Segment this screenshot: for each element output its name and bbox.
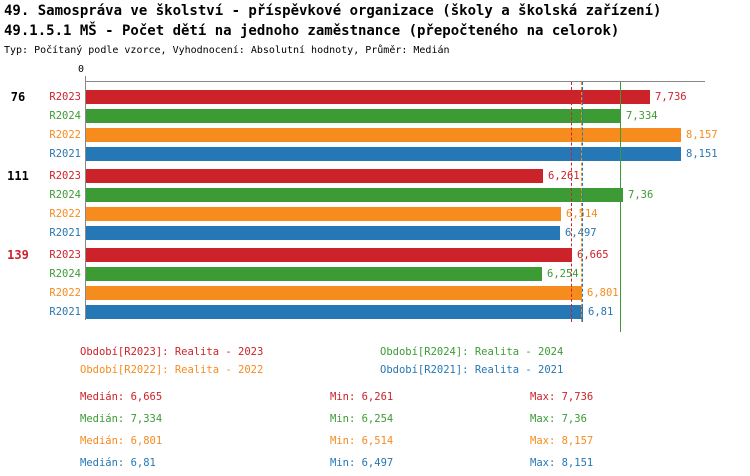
median-value: Medián: 6,665 [80, 391, 163, 403]
stats-row-r2024: Medián: 7,334 Min: 6,254 Max: 7,36 [0, 413, 750, 427]
max-value: Max: 7,736 [530, 391, 594, 403]
median-line-r2023 [571, 82, 572, 322]
bar-value-label: 7,736 [655, 91, 687, 103]
series-row-label: R2023 [49, 249, 81, 261]
group-label: 139 [7, 248, 29, 262]
series-row-label: R2024 [49, 110, 81, 122]
bar-value-label: 6,801 [587, 287, 619, 299]
series-row-label: R2021 [49, 306, 81, 318]
bar-r2024 [86, 267, 542, 281]
min-value: Min: 6,514 [330, 435, 394, 447]
bar-r2023 [86, 248, 572, 262]
median-line-r2021 [582, 82, 583, 322]
series-row-label: R2023 [49, 170, 81, 182]
bar-r2024 [86, 188, 623, 202]
bar-value-label: 6,254 [547, 268, 579, 280]
bar-chart: 0 76 R2023 7,736 R2024 7,334 R2022 8,157 R2021 8… [7, 64, 718, 332]
bar-r2022 [86, 286, 582, 300]
median-value: Medián: 6,81 [80, 457, 156, 469]
legend-item-r2021: Období[R2021]: Realita - 2021 [380, 364, 564, 376]
chart-title: 49.1.5.1 MŠ - Počet dětí na jednoho zamě… [4, 23, 620, 39]
bar-value-label: 6,261 [548, 170, 580, 182]
median-line-r2024 [620, 82, 621, 332]
median-line-r2022 [581, 82, 582, 322]
x-axis-tick [85, 76, 86, 81]
series-row-label: R2024 [49, 268, 81, 280]
bar-r2022 [86, 207, 561, 221]
chart-subtitle: Typ: Počítaný podle vzorce, Vyhodnocení:… [4, 45, 450, 56]
bar-r2021 [86, 305, 583, 319]
max-value: Max: 8,151 [530, 457, 594, 469]
bar-value-label: 8,151 [686, 148, 718, 160]
series-row-label: R2021 [49, 148, 81, 160]
bar-r2023 [86, 169, 543, 183]
max-value: Max: 8,157 [530, 435, 594, 447]
bar-r2024 [86, 109, 621, 123]
median-value: Medián: 6,801 [80, 435, 163, 447]
bar-value-label: 7,334 [626, 110, 658, 122]
min-value: Min: 6,261 [330, 391, 394, 403]
legend-item-r2022: Období[R2022]: Realita - 2022 [80, 364, 264, 376]
group-label: 111 [7, 169, 29, 183]
legend-item-r2024: Období[R2024]: Realita - 2024 [380, 346, 564, 358]
series-row-label: R2023 [49, 91, 81, 103]
bar-value-label: 8,157 [686, 129, 718, 141]
series-row-label: R2021 [49, 227, 81, 239]
y-axis-line [85, 81, 86, 320]
bar-value-label: 7,36 [628, 189, 654, 201]
x-axis-origin-label: 0 [77, 64, 84, 75]
stats-row-r2022: Medián: 6,801 Min: 6,514 Max: 8,157 [0, 435, 750, 449]
median-value: Medián: 7,334 [80, 413, 163, 425]
bar-r2021 [86, 226, 560, 240]
bar-value-label: 6,81 [588, 306, 614, 318]
series-row-label: R2022 [49, 129, 81, 141]
bar-r2021 [86, 147, 681, 161]
x-axis-line [85, 81, 705, 82]
series-row-label: R2024 [49, 189, 81, 201]
legend-item-r2023: Období[R2023]: Realita - 2023 [80, 346, 264, 358]
bar-value-label: 6,665 [577, 249, 609, 261]
min-value: Min: 6,254 [330, 413, 394, 425]
series-row-label: R2022 [49, 208, 81, 220]
series-row-label: R2022 [49, 287, 81, 299]
stats-row-r2021: Medián: 6,81 Min: 6,497 Max: 8,151 [0, 457, 750, 471]
max-value: Max: 7,36 [530, 413, 587, 425]
stats-row-r2023: Medián: 6,665 Min: 6,261 Max: 7,736 [0, 391, 750, 405]
bar-r2023 [86, 90, 650, 104]
report-title: 49. Samospráva ve školství - příspěvkové… [4, 3, 662, 19]
bar-r2022 [86, 128, 681, 142]
group-label: 76 [10, 90, 26, 104]
bar-value-label: 6,497 [565, 227, 597, 239]
min-value: Min: 6,497 [330, 457, 394, 469]
